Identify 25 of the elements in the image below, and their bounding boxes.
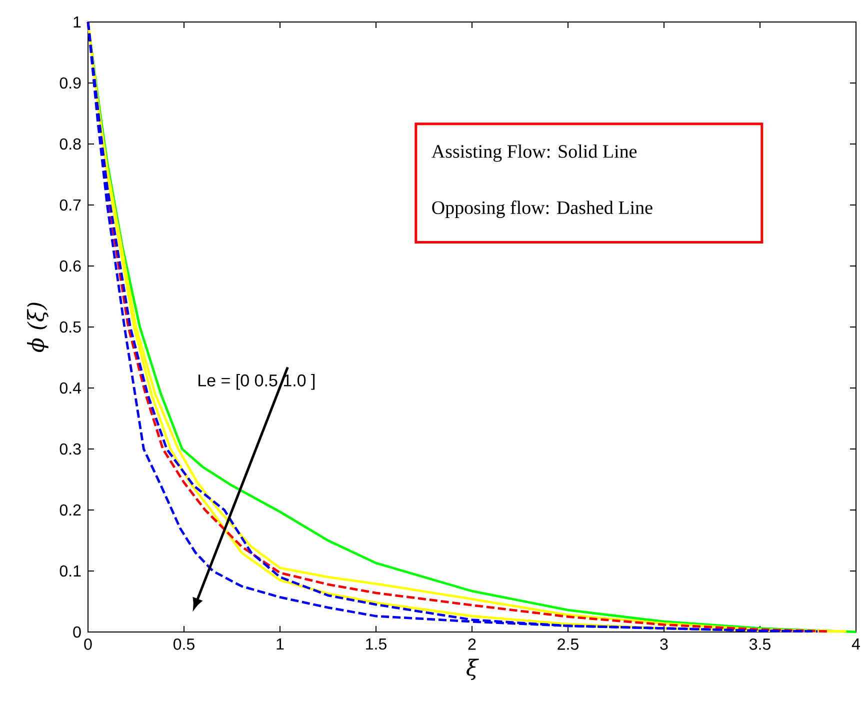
y-tick-label: 0.3	[60, 443, 81, 455]
x-axis-title: ξ	[466, 658, 479, 680]
y-tick-label: 0.6	[60, 260, 81, 272]
y-axis-title: ϕ (ξ)	[27, 302, 48, 352]
x-tick-label: 2.5	[558, 638, 578, 650]
y-tick-label: 0.8	[60, 138, 81, 150]
annotation: Le = [0 0.5 1.0 ]	[198, 374, 315, 390]
x-tick-label: 0	[84, 638, 92, 650]
x-tick-label: 3	[660, 638, 668, 650]
y-tick-label: 0.9	[60, 77, 81, 89]
x-tick-label: 2	[468, 638, 476, 650]
y-tick-label: 0.7	[60, 199, 81, 211]
x-tick-label: 1.5	[366, 638, 386, 650]
y-tick-label: 1	[74, 16, 81, 28]
y-tick-label: 0	[73, 626, 81, 638]
x-tick-label: 4	[852, 638, 860, 650]
x-tick-label: 1	[276, 638, 284, 650]
annotation: Opposing flow: Dashed Line	[432, 200, 652, 218]
y-tick-label: 0.2	[60, 504, 81, 516]
y-tick-label: 0.5	[60, 321, 81, 333]
y-tick-label: 0.4	[60, 382, 81, 394]
x-tick-label: 0.5	[174, 638, 194, 650]
x-tick-label: 3.5	[749, 638, 770, 650]
y-tick-label: 0.1	[60, 565, 81, 577]
annotation: Assisting Flow: Solid Line	[432, 144, 637, 162]
